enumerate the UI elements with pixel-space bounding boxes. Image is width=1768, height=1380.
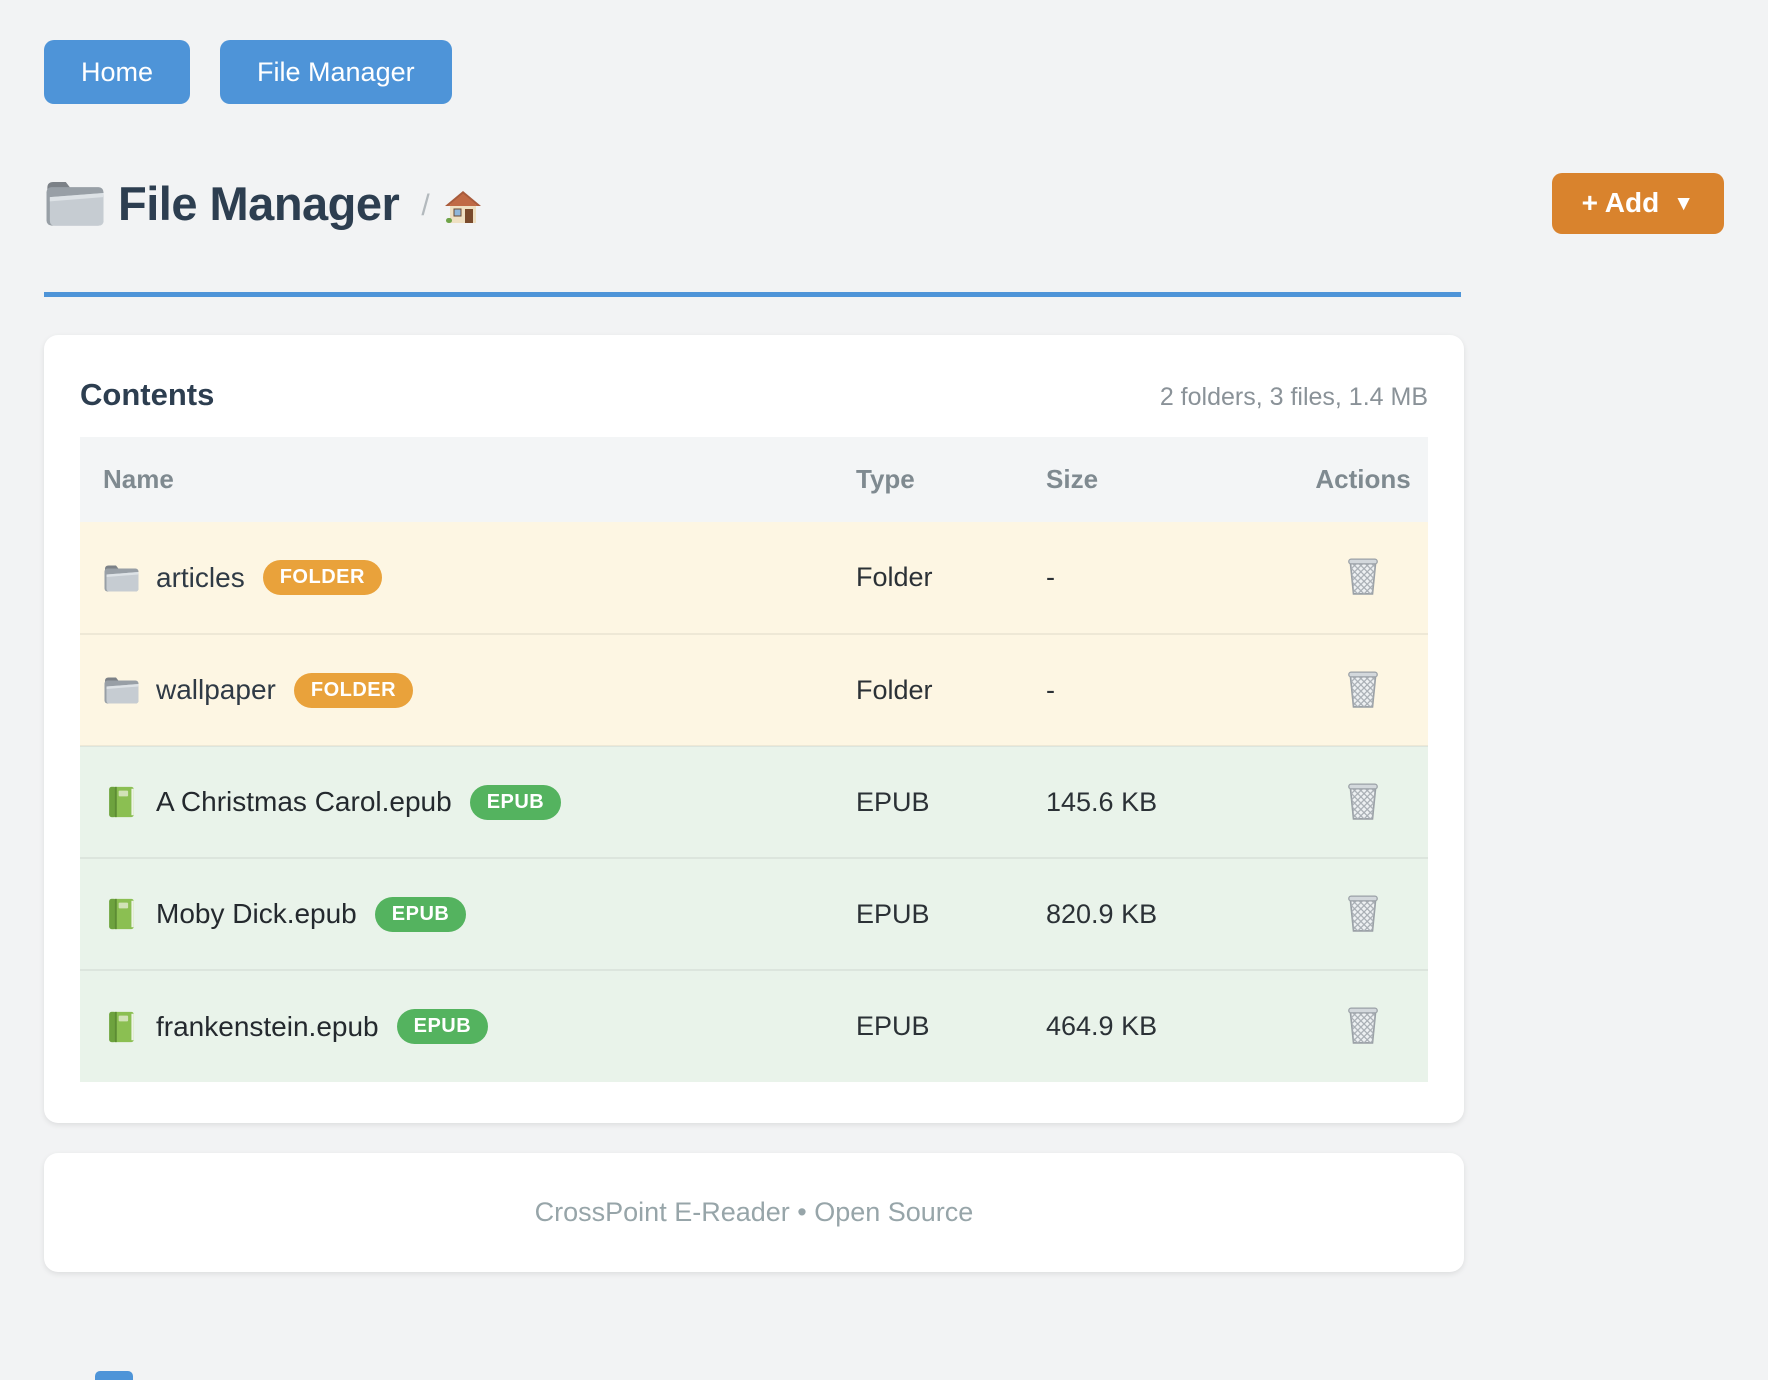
item-type-badge: FOLDER [262,560,382,595]
breadcrumb-separator: / [421,189,430,222]
contents-heading: Contents [80,377,215,412]
add-button-label: + Add [1581,187,1660,218]
table-row[interactable]: articles FOLDER Folder - [80,522,1428,634]
file-table-body: articles FOLDER Folder - wallpaper FOLDE… [80,522,1428,1082]
trash-icon [1345,1005,1381,1045]
table-row[interactable]: wallpaper FOLDER Folder - [80,634,1428,746]
book-icon [103,1010,140,1044]
column-header-actions: Actions [1315,464,1411,494]
item-size: - [1046,674,1055,705]
file-manager-nav-button[interactable]: File Manager [220,40,452,104]
item-name[interactable]: articles [156,561,245,593]
trash-icon [1345,556,1381,596]
item-type: EPUB [856,898,930,929]
footer-card: CrossPoint E-Reader • Open Source [44,1153,1464,1272]
delete-button[interactable] [1341,889,1385,937]
item-type: Folder [856,674,933,705]
table-row[interactable]: A Christmas Carol.epub EPUB EPUB 145.6 K… [80,746,1428,858]
cutoff-blue-element [95,1371,133,1380]
item-type: Folder [856,562,933,592]
item-type-badge: FOLDER [293,672,414,708]
contents-summary: 2 folders, 3 files, 1.4 MB [1159,383,1428,411]
footer-text: CrossPoint E-Reader • Open Source [534,1197,974,1227]
item-type-badge: EPUB [396,1009,489,1044]
delete-button[interactable] [1341,1001,1385,1049]
home-nav-button[interactable]: Home [44,40,191,104]
item-type: EPUB [856,786,930,817]
table-row[interactable]: Moby Dick.epub EPUB EPUB 820.9 KB [80,858,1428,970]
contents-card: Contents 2 folders, 3 files, 1.4 MB Name… [44,335,1464,1123]
trash-icon [1345,781,1381,821]
book-icon [103,785,140,819]
column-header-name: Name [103,464,174,494]
delete-button[interactable] [1341,777,1385,825]
item-type: EPUB [856,1011,930,1041]
table-row[interactable]: frankenstein.epub EPUB EPUB 464.9 KB [80,970,1428,1082]
page-title: File Manager [118,176,400,230]
column-header-size: Size [1046,464,1099,494]
chevron-down-icon: ▼ [1673,192,1694,215]
item-name[interactable]: wallpaper [156,674,276,705]
folder-icon [44,176,106,230]
home-icon[interactable] [444,189,482,225]
item-name[interactable]: Moby Dick.epub [156,898,357,929]
book-icon [103,897,140,931]
item-type-badge: EPUB [469,784,562,820]
item-name[interactable]: A Christmas Carol.epub [156,786,452,817]
top-nav: Home File Manager [44,40,1724,104]
column-header-type: Type [856,464,915,494]
item-name[interactable]: frankenstein.epub [156,1010,379,1042]
trash-icon [1345,893,1381,933]
contents-header: Contents 2 folders, 3 files, 1.4 MB [80,377,1428,413]
item-size: 464.9 KB [1046,1011,1158,1041]
delete-button[interactable] [1341,665,1385,713]
page-header: File Manager / + Add ▼ [44,170,1724,236]
table-header-row: Name Type Size Actions [80,437,1428,522]
folder-icon [103,673,140,707]
file-table: Name Type Size Actions articles FOLDER F… [80,437,1428,1082]
item-size: - [1046,562,1055,592]
item-size: 820.9 KB [1046,898,1158,929]
delete-button[interactable] [1341,552,1385,600]
folder-icon [103,561,140,595]
add-button[interactable]: + Add ▼ [1551,172,1724,234]
trash-icon [1345,669,1381,709]
file-manager-page: Home File Manager File Manager / + Add ▼… [44,40,1724,1272]
title-divider [44,292,1461,297]
item-size: 145.6 KB [1046,786,1158,817]
item-type-badge: EPUB [374,896,467,932]
